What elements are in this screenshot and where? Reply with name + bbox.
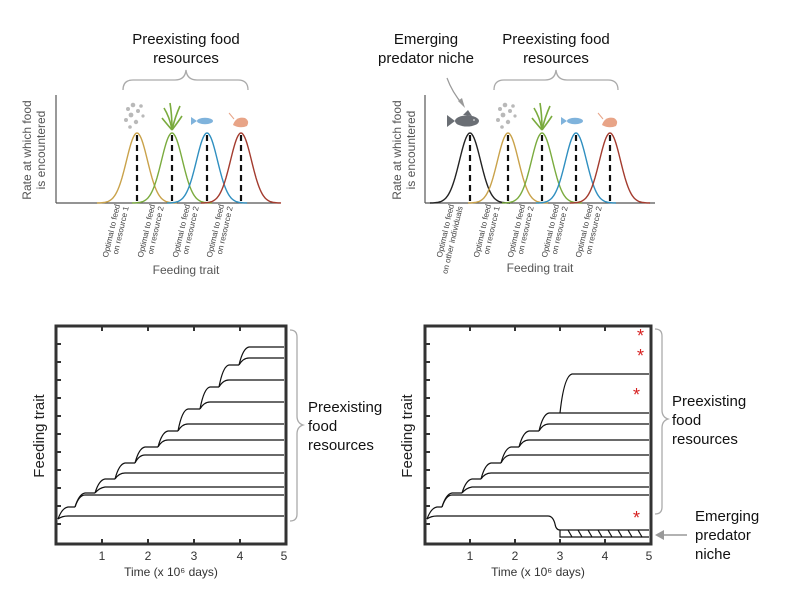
shrimp-icon [228, 112, 249, 128]
panel-c-bottom-ticks [101, 539, 241, 544]
panel-a-curve-resource-2c [200, 132, 282, 204]
panel-d-xtick-4: 4 [602, 549, 609, 563]
panel-c-plot-frame [54, 324, 288, 546]
plant-icon [531, 102, 553, 131]
predator-fish-icon [447, 110, 479, 127]
panel-a-title-line-1: Preexisting food [132, 31, 240, 48]
panel-d-top-ticks [469, 326, 606, 331]
svg-text:Feeding trait: Feeding trait [399, 393, 416, 477]
panel-c-top-ticks [101, 326, 241, 331]
panel-a-xlabel: Feeding trait [153, 263, 220, 277]
panel-d: * * * * Feeding trait 1 2 3 4 5 Time (x … [399, 324, 759, 579]
panel-b-title-line-2: resources [523, 50, 589, 67]
panel-c-brace [289, 329, 306, 522]
panel-d-extinction-star-2: * [637, 346, 644, 366]
panel-c: Feeding trait 1 2 3 4 5 Time (x 10⁶ days… [31, 324, 382, 579]
panel-c-xtick-2: 2 [145, 549, 152, 563]
panel-a-curve-resource-1 [96, 132, 178, 204]
panel-c-xtick-4: 4 [237, 549, 244, 563]
panel-d-predator-label-3: niche [695, 546, 731, 563]
panel-b: Emerging predator niche Preexisting food… [378, 31, 655, 275]
panel-b-curve-predator [429, 132, 511, 204]
panel-c-left-ticks [56, 343, 61, 525]
plant-icon [161, 102, 183, 131]
panel-b-title-line-1: Preexisting food [502, 31, 610, 48]
panel-c-xtick-3: 3 [191, 549, 198, 563]
svg-text:Rate at which food: Rate at which food [20, 100, 34, 199]
svg-text:is encountered: is encountered [34, 111, 48, 190]
panel-c-xlabel: Time (x 10⁶ days) [124, 565, 218, 579]
panel-d-ylabel: Feeding trait [399, 393, 416, 477]
panel-c-bracket-label-3: resources [308, 437, 374, 454]
panel-b-ylabel: Rate at which food is encountered [390, 100, 418, 199]
panel-d-lineage-tree [426, 373, 649, 538]
panel-a-curve-resource-2a [131, 132, 213, 204]
panel-b-curve-resource-2b [535, 132, 617, 204]
panel-d-bracket-label-3: resources [672, 431, 738, 448]
panel-d-extinction-star-1: * [637, 326, 644, 346]
panel-b-curve-resource-2a [501, 132, 583, 204]
small-fish-icon [191, 117, 213, 125]
panel-c-bracket-label-1: Preexisting [308, 399, 382, 416]
panel-d-extinction-star-4: * [633, 508, 640, 528]
panel-b-predator-arrowhead [458, 98, 465, 108]
panel-d-xtick-1: 1 [467, 549, 474, 563]
panel-c-xtick-1: 1 [99, 549, 106, 563]
panel-d-xtick-2: 2 [512, 549, 519, 563]
panel-d-brace [654, 328, 671, 515]
panel-b-brace [493, 69, 619, 91]
panel-d-predator-arrowhead [655, 530, 664, 540]
panel-d-left-ticks [425, 343, 430, 525]
panel-b-curve-resource-2c [569, 132, 651, 204]
panel-d-plot-frame [423, 324, 653, 546]
panel-d-bottom-ticks [469, 539, 606, 544]
svg-text:is encountered: is encountered [404, 111, 418, 190]
panel-d-bracket-label-2: food [672, 412, 701, 429]
panel-d-predator-label-1: Emerging [695, 508, 759, 525]
shrimp-icon [597, 112, 618, 128]
panel-d-xtick-5: 5 [646, 549, 653, 563]
svg-text:Feeding trait: Feeding trait [31, 393, 48, 477]
panel-d-xtick-3: 3 [557, 549, 564, 563]
panel-a-ylabel: Rate at which food is encountered [20, 100, 48, 199]
panel-a-curve-resource-2b [166, 132, 248, 204]
microbes-icon [124, 102, 145, 129]
panel-d-bracket-label-1: Preexisting [672, 393, 746, 410]
panel-a-title-line-2: resources [153, 50, 219, 67]
panel-b-xlabel: Feeding trait [507, 261, 574, 275]
panel-b-predator-label-line-1: Emerging [394, 31, 458, 48]
panel-c-ylabel: Feeding trait [31, 393, 48, 477]
panel-c-bracket-label-2: food [308, 418, 337, 435]
panel-c-lineage-tree [57, 346, 284, 520]
svg-text:Rate at which food: Rate at which food [390, 100, 404, 199]
panel-d-xlabel: Time (x 10⁶ days) [491, 565, 585, 579]
panel-b-predator-label-line-2: predator niche [378, 50, 474, 67]
panel-d-predator-label-2: predator [695, 527, 751, 544]
small-fish-icon [561, 117, 583, 125]
panel-d-extinction-star-3: * [633, 385, 640, 405]
panel-a-brace [122, 69, 249, 91]
panel-c-xtick-5: 5 [281, 549, 288, 563]
microbes-icon [496, 102, 517, 129]
panel-b-curve-resource-1 [467, 132, 549, 204]
panel-a: Preexisting food resources Rate at which… [20, 31, 282, 277]
